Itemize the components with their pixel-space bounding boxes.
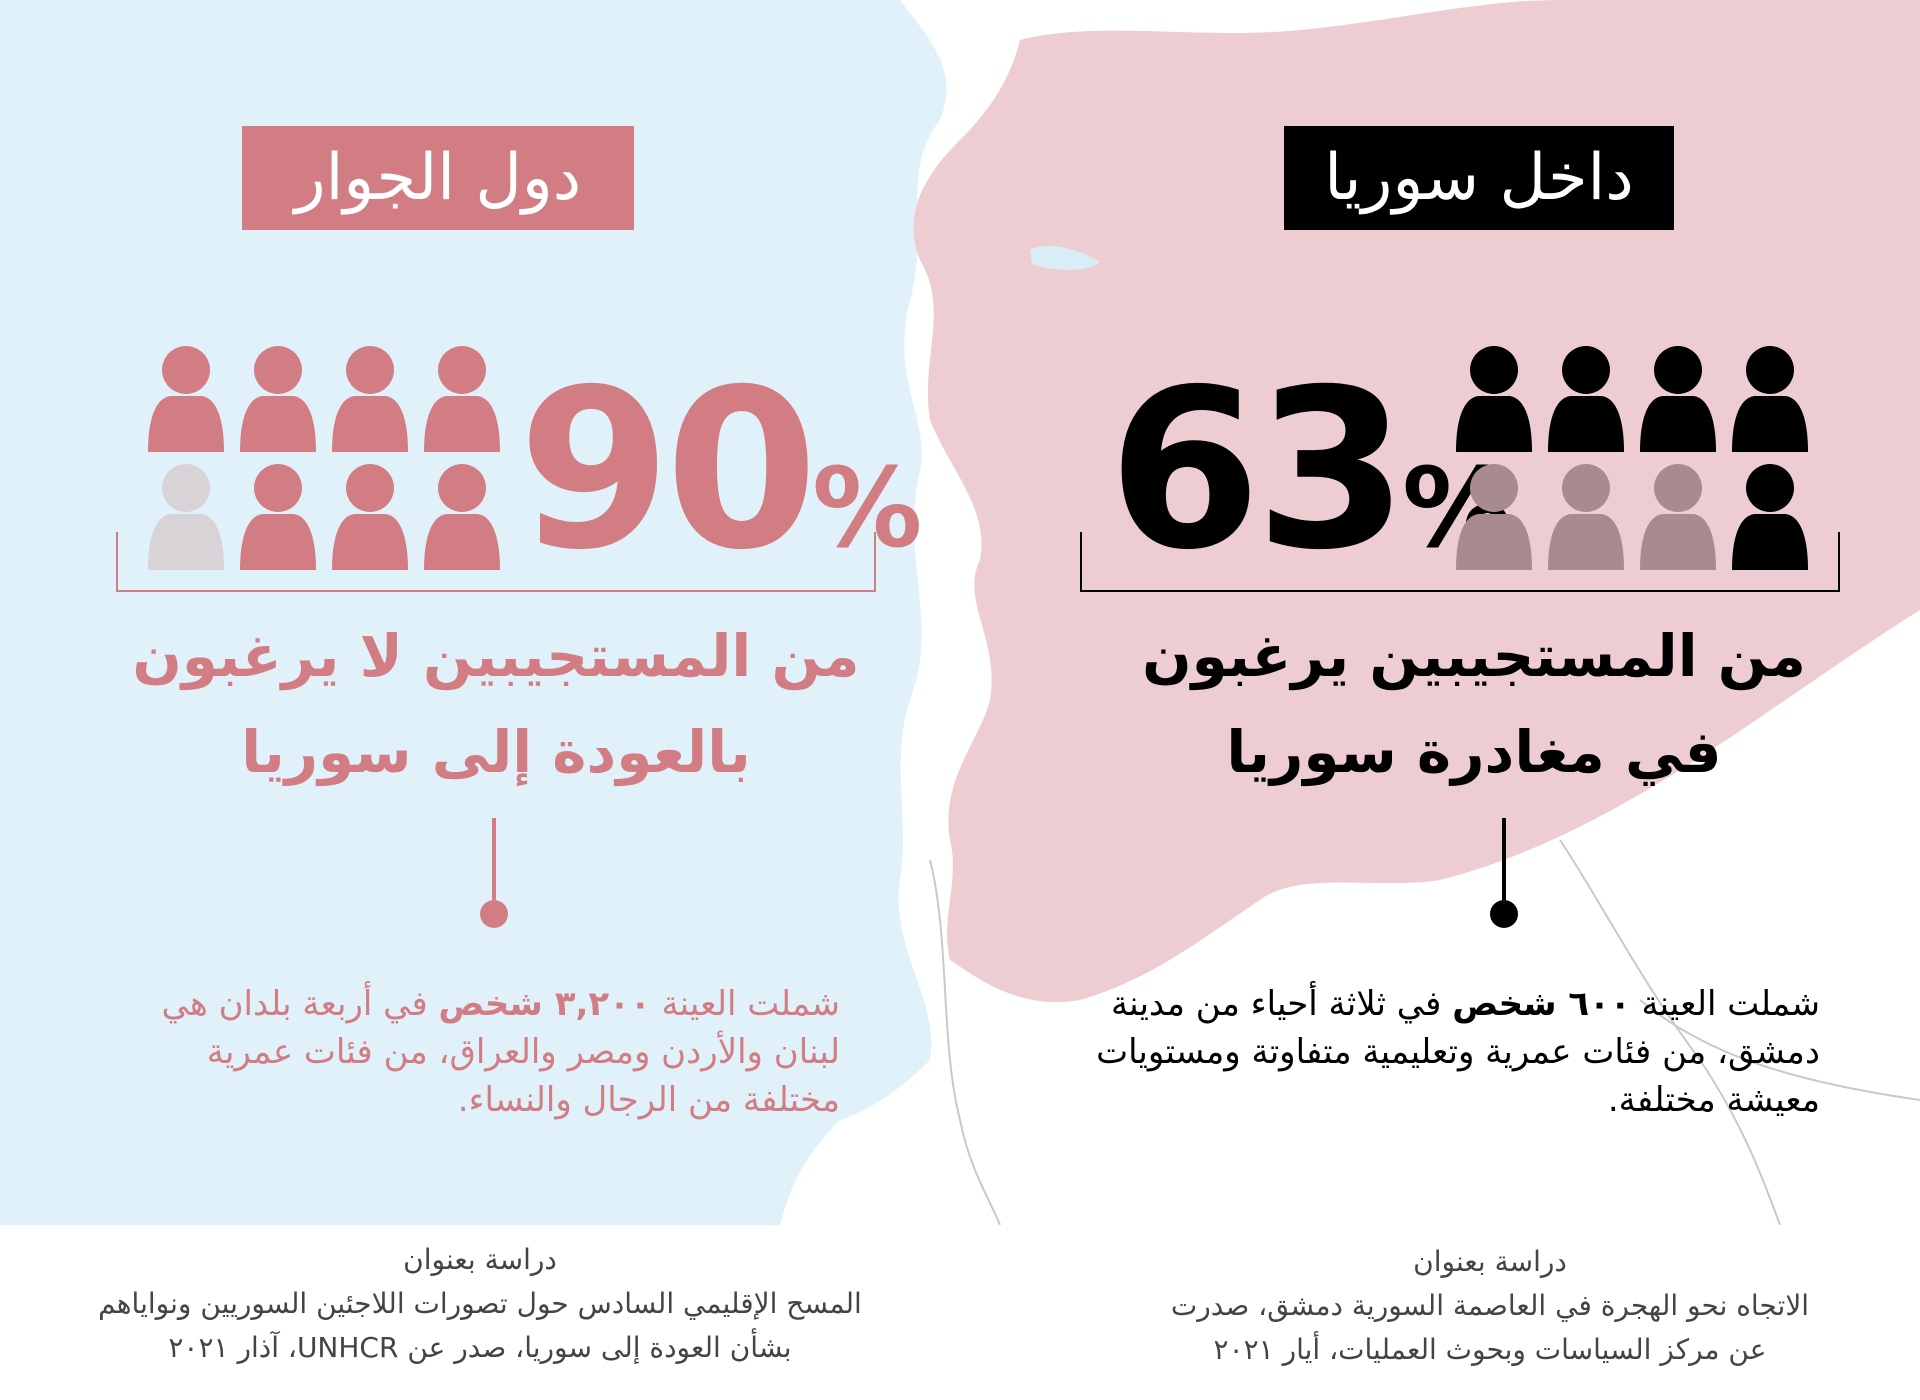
people-icon-grid-left <box>148 346 500 570</box>
source-label: دراسة بعنوان <box>1413 1245 1567 1278</box>
person-icon <box>148 464 224 570</box>
percentage-number: 63 <box>1108 342 1408 598</box>
source-label: دراسة بعنوان <box>403 1243 557 1276</box>
headline-line: في مغادرة سوريا <box>1226 718 1722 786</box>
pin-dot <box>480 900 508 928</box>
person-icon <box>1640 346 1716 452</box>
body-prefix: شملت العينة <box>650 984 840 1024</box>
tag-neighbouring-countries: دول الجوار <box>242 126 634 230</box>
source-publisher: عن مركز السياسات وبحوث العمليات، أيار ٢٠… <box>1213 1333 1767 1366</box>
sample-size: ٦٠٠ شخص <box>1452 984 1631 1024</box>
sample-size: ٣,٢٠٠ شخص <box>438 984 651 1024</box>
person-icon <box>332 346 408 452</box>
person-icon <box>424 346 500 452</box>
person-icon <box>1732 346 1808 452</box>
source-title: المسح الإقليمي السادس حول تصورات اللاجئي… <box>98 1287 862 1320</box>
headline-inside-syria: من المستجيبين يرغبون في مغادرة سوريا <box>1054 608 1894 800</box>
person-icon <box>424 464 500 570</box>
bracket-divider-right <box>1080 532 1840 592</box>
map-lake <box>1030 245 1100 270</box>
tag-inside-syria: داخل سوريا <box>1284 126 1674 230</box>
sample-description-inside-syria: شملت العينة ٦٠٠ شخص في ثلاثة أحياء من مد… <box>1090 980 1820 1124</box>
headline-neighbouring: من المستجيبين لا يرغبون بالعودة إلى سوري… <box>76 608 916 800</box>
headline-line: من المستجيبين يرغبون <box>1142 622 1806 690</box>
person-icon <box>240 346 316 452</box>
bracket-divider-left <box>116 532 876 592</box>
map-syria-region <box>913 0 1920 1002</box>
sample-description-neighbouring: شملت العينة ٣,٢٠٠ شخص في أربعة بلدان هي … <box>100 980 841 1124</box>
body-prefix: شملت العينة <box>1630 984 1820 1024</box>
connector-pin-right <box>1490 818 1518 928</box>
source-publisher: بشأن العودة إلى سوريا، صدر عن UNHCR، آذا… <box>168 1331 792 1364</box>
body-rest: في ثلاثة أحياء من مدينة دمشق، من فئات عم… <box>1096 984 1820 1120</box>
person-icon <box>1456 346 1532 452</box>
percentage-neighbouring: 90% <box>518 360 922 580</box>
headline-line: بالعودة إلى سوريا <box>241 718 751 786</box>
map-sea-region <box>0 0 947 1225</box>
people-icon-grid-right <box>1456 346 1808 570</box>
body-rest: في أربعة بلدان هي لبنان والأردن ومصر وال… <box>161 984 841 1120</box>
map-border-line <box>1639 999 1920 1101</box>
source-title: الاتجاه نحو الهجرة في العاصمة السورية دم… <box>1170 1289 1810 1322</box>
map-border-line <box>1559 839 1781 1225</box>
person-icon <box>1548 464 1624 570</box>
person-icon <box>1456 464 1532 570</box>
source-citation-neighbouring: دراسة بعنوان المسح الإقليمي السادس حول ت… <box>40 1238 920 1370</box>
pin-dot <box>1490 900 1518 928</box>
person-icon <box>240 464 316 570</box>
headline-line: من المستجيبين لا يرغبون <box>132 622 860 690</box>
person-icon <box>1640 464 1716 570</box>
percent-sign: % <box>812 444 922 572</box>
map-border-line <box>929 859 1001 1225</box>
person-icon <box>1732 464 1808 570</box>
percentage-number: 90 <box>518 342 818 598</box>
person-icon <box>332 464 408 570</box>
person-icon <box>148 346 224 452</box>
connector-pin-left <box>480 818 508 928</box>
source-citation-inside-syria: دراسة بعنوان الاتجاه نحو الهجرة في العاص… <box>1090 1240 1890 1372</box>
person-icon <box>1548 346 1624 452</box>
